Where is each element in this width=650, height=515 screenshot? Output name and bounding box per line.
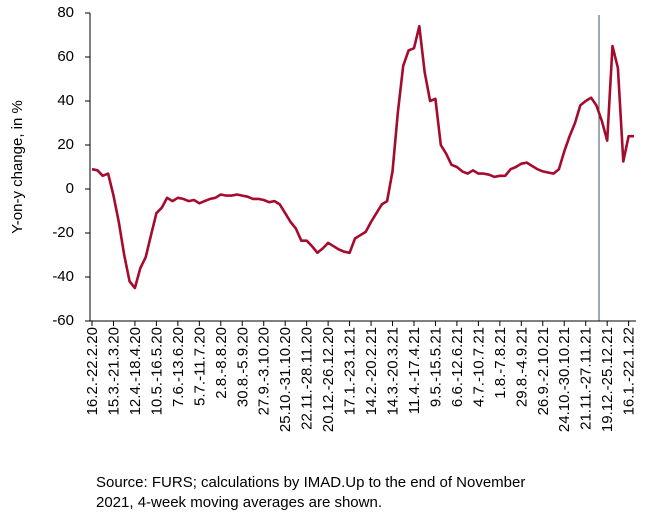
x-tick-label: 16.1.-22.1.22 [621,327,638,415]
y-tick-label: -60 [52,312,74,329]
x-tick-label: 20.12.-26.12.20 [320,327,337,432]
x-tick-label: 2.8.-8.8.20 [213,327,230,399]
x-tick-label: 10.5.-16.5.20 [148,327,165,415]
x-tick-label: 5.7.-11.7.20 [191,327,208,406]
x-tick-label: 1.8.-7.8.21 [492,327,509,399]
x-tick-label: 11.4.-17.4.21 [406,327,423,414]
y-tick-label: 20 [57,136,74,153]
x-tick-label: 14.2.-20.2.21 [363,327,380,415]
y-tick-label: 40 [57,92,74,109]
x-tick-label: 16.2.-22.2.20 [84,327,101,415]
x-tick-label: 27.9.-3.10.20 [256,327,273,415]
x-tick-label: 7.6.-13.6.20 [170,327,187,407]
x-tick-label: 6.6.-12.6.21 [449,327,466,407]
x-tick-label: 24.10.-30.10.21 [556,327,573,432]
y-tick-label: -20 [52,224,74,241]
x-tick-label: 12.4.-18.4.20 [127,327,144,415]
x-tick-label: 19.12.-25.12.21 [599,327,616,432]
y-tick-label: 60 [57,48,74,65]
x-tick-label: 15.3.-21.3.20 [105,327,122,415]
x-tick-label: 9.5.-15.5.21 [427,327,444,407]
x-tick-label: 25.10.-31.10.20 [277,327,294,432]
x-tick-label: 4.7.-10.7.21 [470,327,487,407]
y-axis-label: Y-on-y change, in % [9,100,26,234]
y-tick-label: -40 [52,268,74,285]
x-tick-label: 21.11.-27.11.21 [578,327,595,430]
y-tick-label: 0 [66,180,74,197]
x-tick-label: 22.11.-28.11.20 [299,327,316,430]
x-tick-label: 17.1.-23.1.21 [342,327,359,415]
x-tick-label: 14.3.-20.3.21 [385,327,402,415]
source-note: 2021, 4-week moving averages are shown. [96,494,382,511]
x-tick-label: 26.9.-2.10.21 [535,327,552,415]
x-tick-label: 30.8.-5.9.20 [234,327,251,407]
y-tick-label: 80 [57,4,74,21]
data-line [91,24,634,290]
x-tick-label: 29.8.-4.9.21 [513,327,530,407]
source-note: Source: FURS; calculations by IMAD.Up to… [96,474,525,491]
